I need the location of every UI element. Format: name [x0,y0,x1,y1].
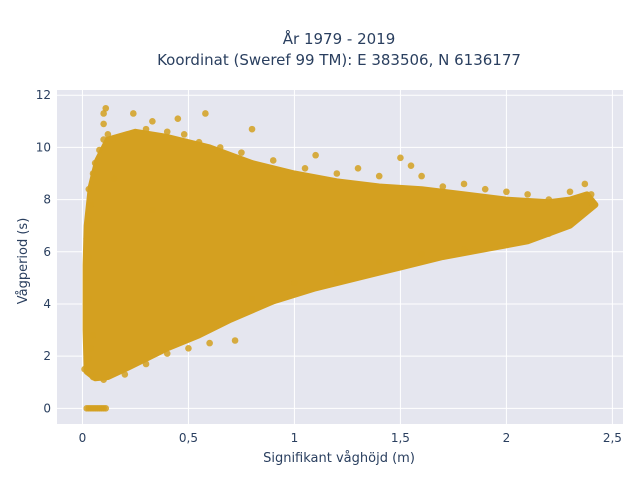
scatter-point [102,104,110,112]
scatter-point [545,230,553,237]
scatter-point [291,279,298,287]
scatter-point [418,172,425,180]
y-tick-label: 10 [36,140,51,154]
scatter-point [130,110,137,117]
scatter-point [460,245,468,253]
scatter-point [577,211,584,219]
scatter-point [375,258,383,266]
x-tick-label: 2,5 [603,431,622,445]
x-tick-labels: 0 0,5 1 1,5 2 2,5 [79,431,622,445]
scatter-point [397,154,404,162]
scatter-point [185,345,192,352]
scatter-point [110,175,118,183]
x-tick-label: 1,5 [391,431,410,445]
scatter-point [142,125,150,133]
scatter-point [149,206,156,214]
scatter-point [269,157,277,164]
x-tick-label: 2 [503,431,511,445]
scatter-point [248,125,256,133]
scatter-point [481,185,489,193]
scatter-point [333,269,341,276]
scatter-point [87,201,95,209]
chart-subtitle: Koordinat (Sweref 99 TM): E 383506, N 61… [157,51,521,69]
scatter-point [100,136,107,143]
scatter-point [460,180,468,188]
scatter-point [142,360,150,368]
scatter-point [85,355,93,363]
scatter-point [375,172,383,180]
scatter-point [503,188,510,196]
scatter-point [238,149,245,156]
y-axis-label: Vågperiod (s) [16,218,31,305]
scatter-point [100,376,107,383]
scatter-point [587,198,595,206]
scatter-markers [81,104,599,412]
scatter-point [85,185,93,193]
x-tick-label: 0 [79,431,87,445]
scatter-point [231,337,239,344]
scatter-point [96,146,103,154]
scatter-point [85,295,93,303]
scatter-point [174,115,182,123]
scatter-point [121,371,129,378]
x-tick-label: 0,5 [179,431,198,445]
y-tick-label: 12 [36,88,51,102]
scatter-point [85,217,93,224]
chart-title: År 1979 - 2019 [283,29,396,48]
scatter-point [102,405,110,412]
scatter-point [301,164,309,172]
scatter-point [418,251,425,258]
scatter-point [83,274,90,282]
y-tick-labels: 0 2 4 6 8 10 12 [36,88,51,415]
scatter-point [545,196,553,203]
scatter-point [524,191,531,198]
scatter-point [503,240,510,248]
x-tick-label: 1 [291,431,299,445]
scatter-point [149,118,156,125]
scatter-point [407,162,415,169]
scatter-point [333,170,341,177]
scatter-point [581,180,589,188]
scatter-point [87,345,95,352]
scatter-point [566,188,574,196]
scatter-point [83,235,90,243]
scatter-point [104,131,112,138]
y-tick-label: 2 [43,349,51,363]
y-tick-label: 8 [43,193,51,207]
scatter-point [163,128,171,136]
scatter-point [89,331,97,339]
scatter-point [83,363,90,370]
scatter-point [354,164,362,172]
scatter-point [100,120,107,128]
scatter-point [202,110,209,117]
y-tick-label: 4 [43,297,51,311]
y-tick-label: 6 [43,245,51,259]
scatter-point [180,131,188,138]
scatter-point [89,373,97,381]
scatter-point [248,295,256,303]
scatter-point [312,151,319,159]
x-axis-label: Signifikant våghöjd (m) [263,451,415,466]
y-tick-label: 0 [43,401,51,415]
scatter-point [91,159,99,167]
point-cloud [82,128,599,382]
scatter-point [163,350,171,357]
scatter-point [89,170,97,177]
scatter-point [85,253,93,261]
scatter-point [206,339,213,347]
scatter-point [195,138,203,146]
scatter-point [83,313,90,321]
scatter-point [587,191,595,198]
scatter-point [216,144,224,151]
scatter-point [100,110,107,117]
scatter-point [439,183,447,190]
